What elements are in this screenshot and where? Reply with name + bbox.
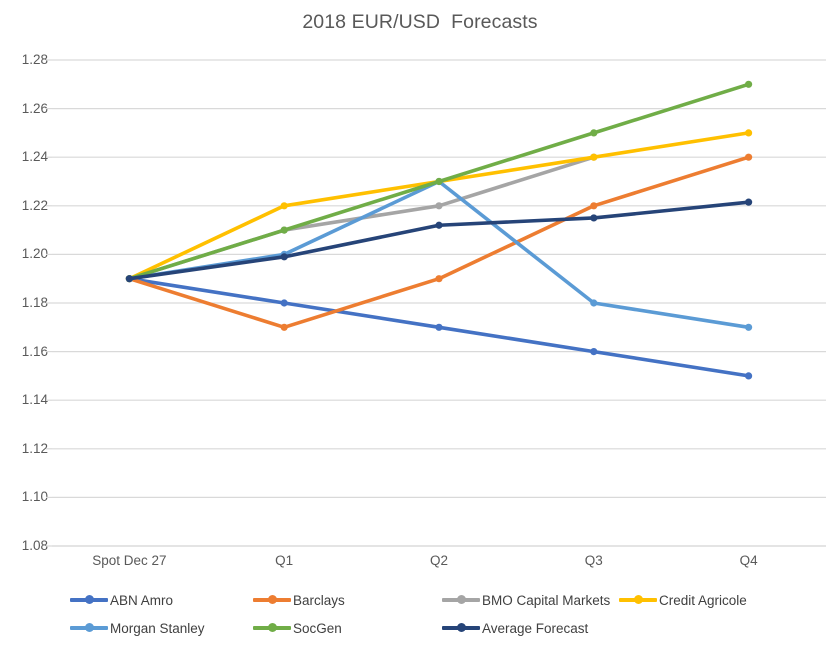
x-axis-tick-label: Q2: [429, 553, 449, 568]
data-point-marker: [590, 299, 598, 307]
data-point-marker: [435, 177, 443, 186]
x-axis-tick-label: Spot Dec 27: [92, 553, 167, 568]
legend-marker-dot: [268, 623, 277, 632]
legend-row: Morgan Stanley SocGen Average Forecast: [70, 616, 830, 640]
legend-color-key: [442, 592, 480, 608]
legend-row: ABN Amro Barclays BMO Capital Markets Credi…: [70, 588, 830, 612]
data-point-marker: [745, 153, 753, 161]
data-point-marker: [590, 153, 598, 161]
y-axis-tick-label: 1.26: [21, 100, 48, 116]
legend-marker-dot: [457, 595, 466, 604]
x-axis-tick-label: Q3: [584, 553, 603, 568]
data-point-marker: [280, 202, 288, 210]
y-axis-tick-label: 1.20: [21, 246, 48, 262]
y-axis-tick-label: 1.28: [21, 52, 48, 67]
data-point-marker: [280, 253, 288, 261]
legend-item-abn-amro[interactable]: ABN Amro: [70, 588, 173, 612]
legend-item-label: Credit Agricole: [659, 592, 747, 608]
data-point-marker: [435, 275, 443, 283]
gridlines: [52, 59, 826, 547]
legend-item-label: BMO Capital Markets: [482, 592, 611, 608]
y-axis-tick-label: 1.22: [21, 197, 48, 213]
data-point-marker: [280, 226, 288, 234]
y-axis-tick-label: 1.18: [21, 295, 48, 310]
legend-item-average-forecast[interactable]: Average Forecast: [442, 616, 588, 640]
data-point-marker: [745, 80, 753, 88]
legend-item-credit-agricole[interactable]: Credit Agricole: [619, 588, 747, 612]
data-point-marker: [280, 299, 288, 307]
x-axis-tick-label: Q4: [739, 553, 758, 568]
y-axis-tick-label: 1.08: [21, 538, 48, 553]
legend-color-key: [442, 620, 480, 636]
data-point-marker: [435, 202, 443, 210]
legend-marker-dot: [634, 595, 643, 604]
data-point-marker: [590, 129, 598, 137]
series-line: [127, 200, 751, 281]
legend-item-label: ABN Amro: [110, 592, 174, 608]
legend-marker-dot: [85, 595, 94, 604]
legend-item-label: Average Forecast: [482, 620, 589, 636]
data-point-marker: [590, 348, 598, 356]
data-point-marker: [280, 323, 288, 331]
legend-color-key: [253, 592, 291, 608]
legend-item-label: Barclays: [293, 592, 345, 608]
data-point-marker: [745, 372, 753, 380]
series-lines: [125, 80, 753, 380]
legend-color-key: [70, 592, 108, 608]
chart-title: 2018 EUR/USD Forecasts: [302, 11, 538, 33]
legend-item-label: SocGen: [293, 620, 342, 636]
x-axis-tick-label: Q1: [275, 553, 294, 568]
data-point-marker: [745, 129, 753, 137]
legend-color-key: [253, 620, 291, 636]
data-point-marker: [435, 221, 443, 229]
data-point-marker: [125, 275, 133, 283]
y-axis-tick-label: 1.24: [21, 149, 48, 165]
legend-item-socgen[interactable]: SocGen: [253, 616, 342, 640]
y-axis-tick-label: 1.10: [21, 489, 48, 505]
legend-item-bmo-capital-markets[interactable]: BMO Capital Markets: [442, 588, 610, 612]
legend-item-label: Morgan Stanley: [110, 620, 205, 636]
data-point-marker: [745, 323, 753, 331]
y-axis-tick-labels: 1.08 1.10 1.12 1.14 1.16 1.18 1.20 1.22 1.24 1.26…: [0, 0, 48, 560]
y-axis-tick-marks: [46, 59, 52, 547]
legend-marker-dot: [268, 595, 277, 604]
data-point-marker: [590, 214, 598, 222]
data-point-marker: [745, 198, 753, 206]
y-axis-tick-label: 1.12: [21, 440, 48, 456]
legend-color-key: [619, 592, 657, 608]
y-axis-tick-label: 1.16: [21, 343, 48, 359]
legend-color-key: [70, 620, 108, 636]
data-point-marker: [590, 202, 598, 210]
legend-item-barclays[interactable]: Barclays: [253, 588, 345, 612]
data-point-marker: [435, 323, 443, 331]
legend-marker-dot: [457, 623, 466, 632]
legend-item-morgan-stanley[interactable]: Morgan Stanley: [70, 616, 205, 640]
chart-legend: ABN Amro Barclays BMO Capital Markets Credi…: [70, 588, 830, 644]
y-axis-tick-label: 1.14: [21, 392, 48, 408]
legend-marker-dot: [85, 623, 94, 632]
